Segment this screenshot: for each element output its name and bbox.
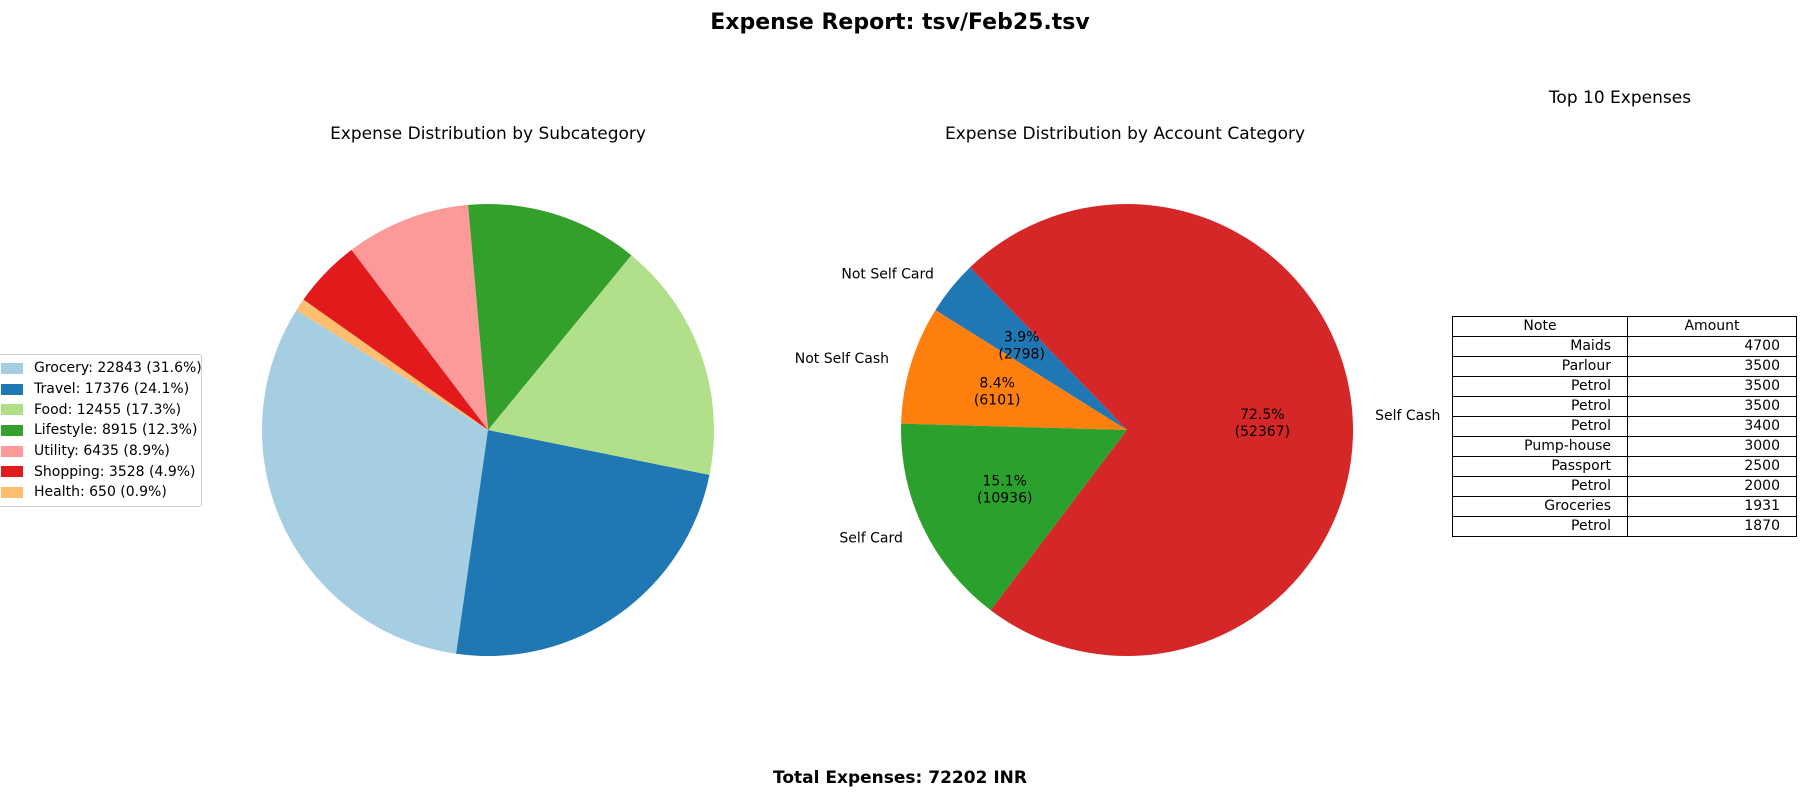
legend-swatch [1, 362, 23, 374]
account-slice-self-cash [970, 203, 1353, 656]
subcategory-pie [262, 204, 714, 656]
legend-swatch [1, 383, 23, 395]
note-cell: Petrol [1452, 376, 1628, 397]
amount-cell: 3000 [1627, 436, 1797, 457]
legend-swatch [1, 445, 23, 457]
account-slice-not-self-card [935, 267, 1127, 430]
amount-cell: 2500 [1627, 456, 1797, 477]
amount-cell: 3500 [1627, 396, 1797, 417]
legend-label: Grocery: 22843 (31.6%) [34, 360, 202, 377]
table-row: Petrol 3500 [1452, 376, 1797, 397]
category-label: Not Self Card [841, 266, 934, 282]
legend-item: Shopping: 3528 (4.9%) [1, 461, 196, 482]
category-label: Self Cash [1375, 408, 1440, 424]
table-header-row: Note Amount [1452, 316, 1797, 337]
top-expenses-table-wrap: Note Amount Maids 4700 Parlour 3500 Petrol 35… [1452, 316, 1797, 537]
subcategory-slice-travel [456, 430, 710, 656]
table-row: Maids 4700 [1452, 336, 1797, 357]
note-cell: Petrol [1452, 516, 1628, 537]
note-cell: Pump-house [1452, 436, 1628, 457]
amount-cell: 4700 [1627, 336, 1797, 357]
account-slice-not-self-cash [901, 310, 1127, 430]
amount-cell: 1870 [1627, 516, 1797, 537]
value-label: (6101) [974, 393, 1021, 409]
amount-cell: 3400 [1627, 416, 1797, 437]
column-header-note: Note [1452, 316, 1628, 337]
table-row: Petrol 2000 [1452, 476, 1797, 497]
note-cell: Parlour [1452, 356, 1628, 377]
amount-cell: 1931 [1627, 496, 1797, 517]
legend-label: Lifestyle: 8915 (12.3%) [34, 422, 198, 439]
legend-label: Health: 650 (0.9%) [34, 484, 167, 501]
note-cell: Groceries [1452, 496, 1628, 517]
table-row: Petrol 3400 [1452, 416, 1797, 437]
legend-swatch [1, 486, 23, 498]
legend-item: Travel: 17376 (24.1%) [1, 379, 195, 400]
legend-label: Food: 12455 (17.3%) [34, 401, 182, 418]
table-row: Groceries 1931 [1452, 496, 1797, 517]
subcategory-slice-utility [351, 204, 488, 430]
category-label: Self Card [839, 531, 903, 547]
column-header-amount: Amount [1627, 316, 1797, 337]
category-label: Not Self Cash [795, 351, 889, 367]
percent-label: 72.5% [1240, 407, 1284, 423]
subcategory-slice-lifestyle [467, 204, 632, 430]
legend-item: Food: 12455 (17.3%) [1, 399, 195, 420]
legend-swatch [1, 424, 23, 436]
percent-label: 8.4% [979, 376, 1015, 392]
table-row: Parlour 3500 [1452, 356, 1797, 377]
amount-cell: 3500 [1627, 376, 1797, 397]
note-cell: Petrol [1452, 396, 1628, 417]
amount-cell: 2000 [1627, 476, 1797, 497]
percent-label: 3.9% [1004, 330, 1040, 346]
subcategory-chart-title: Expense Distribution by Subcategory [330, 124, 646, 144]
table-row: Petrol 1870 [1452, 516, 1797, 537]
note-cell: Maids [1452, 336, 1628, 357]
value-label: (2798) [998, 347, 1045, 363]
legend-label: Utility: 6435 (8.9%) [34, 443, 170, 460]
top-expenses-title: Top 10 Expenses [1548, 88, 1692, 108]
subcategory-slice-grocery [262, 310, 488, 654]
legend-item: Health: 650 (0.9%) [1, 482, 195, 503]
legend-label: Shopping: 3528 (4.9%) [34, 463, 196, 480]
note-cell: Petrol [1452, 476, 1628, 497]
report-title: Expense Report: tsv/Feb25.tsv [710, 10, 1090, 35]
account-slice-self-card [901, 423, 1127, 611]
table-row: Passport 2500 [1452, 456, 1797, 477]
legend-swatch [1, 466, 23, 478]
value-label: (10936) [977, 491, 1032, 507]
subcategory-legend: Grocery: 22843 (31.6%) Travel: 17376 (24.… [0, 354, 202, 507]
note-cell: Passport [1452, 456, 1628, 477]
legend-item: Grocery: 22843 (31.6%) [1, 358, 202, 379]
table-row: Petrol 3500 [1452, 396, 1797, 417]
subcategory-slice-food [488, 255, 714, 475]
percent-label: 15.1% [983, 474, 1027, 490]
value-label: (52367) [1235, 424, 1290, 440]
account-category-chart-title: Expense Distribution by Account Category [944, 124, 1306, 144]
legend-label: Travel: 17376 (24.1%) [34, 381, 190, 398]
note-cell: Petrol [1452, 416, 1628, 437]
legend-item: Lifestyle: 8915 (12.3%) [1, 420, 198, 441]
amount-cell: 3500 [1627, 356, 1797, 377]
total-expenses-footer: Total Expenses: 72202 INR [773, 768, 1027, 788]
legend-swatch [1, 404, 23, 416]
top-expenses-table: Note Amount Maids 4700 Parlour 3500 Petrol 35… [1452, 316, 1797, 537]
subcategory-slice-health [296, 299, 488, 430]
subcategory-slice-shopping [303, 249, 488, 430]
table-row: Pump-house 3000 [1452, 436, 1797, 457]
legend-item: Utility: 6435 (8.9%) [1, 441, 195, 462]
